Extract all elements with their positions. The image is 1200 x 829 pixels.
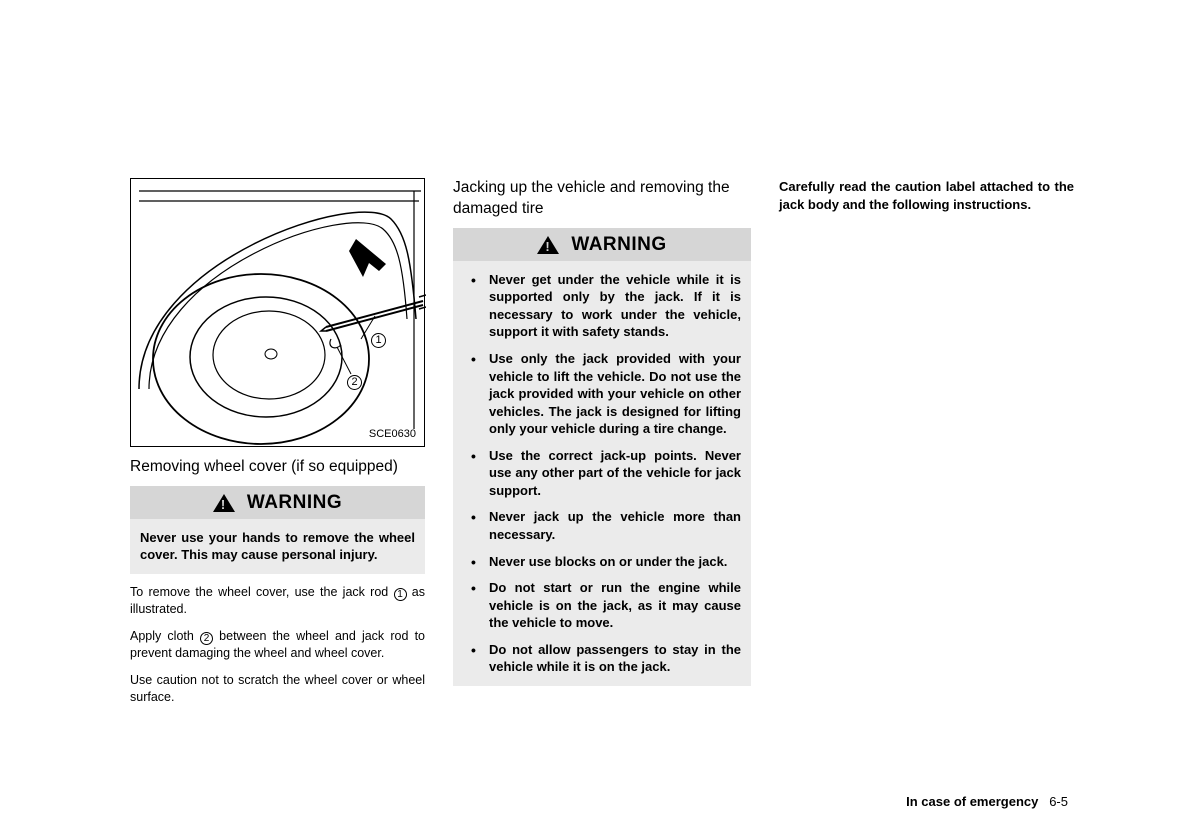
figure-id: SCE0630	[369, 428, 416, 440]
col3-para: Carefully read the caution label attache…	[779, 178, 1074, 213]
warning-item: Never get under the vehicle while it is …	[463, 271, 741, 341]
wheel-cover-figure: 1 2 SCE0630	[130, 178, 425, 447]
inline-callout-1: 1	[394, 588, 407, 601]
warning-item: Use the correct jack-up points. Never us…	[463, 447, 741, 500]
callout-1: 1	[371, 329, 386, 348]
warning-body-2: Never get under the vehicle while it is …	[453, 261, 751, 686]
column-1: 1 2 SCE0630 Removing wheel cover (if so …	[130, 178, 425, 706]
warning-item: Never jack up the vehicle more than nece…	[463, 508, 741, 543]
col1-para-1: To remove the wheel cover, use the jack …	[130, 584, 425, 618]
manual-page: 1 2 SCE0630 Removing wheel cover (if so …	[130, 178, 1070, 706]
warning-item: Use only the jack provided with your veh…	[463, 350, 741, 438]
warning-header-2: WARNING	[453, 228, 751, 261]
column-3: Carefully read the caution label attache…	[779, 178, 1074, 706]
warning-triangle-icon	[213, 494, 235, 512]
col1-para-3: Use caution not to scratch the wheel cov…	[130, 672, 425, 706]
warning-box-2: WARNING Never get under the vehicle whil…	[453, 228, 751, 686]
col1-para2-a: Apply cloth	[130, 629, 200, 643]
page-footer: In case of emergency 6-5	[906, 794, 1068, 809]
warning-item: Do not start or run the engine while veh…	[463, 579, 741, 632]
col1-para1-a: To remove the wheel cover, use the jack …	[130, 585, 394, 599]
warning-header-1: WARNING	[130, 486, 425, 519]
footer-section: In case of emergency	[906, 794, 1038, 809]
warning-list: Never get under the vehicle while it is …	[463, 271, 741, 676]
warning-triangle-icon	[537, 236, 559, 254]
warning-body-1: Never use your hands to remove the wheel…	[130, 519, 425, 574]
col1-subheading: Removing wheel cover (if so equipped)	[130, 457, 425, 478]
warning-box-1: WARNING Never use your hands to remove t…	[130, 486, 425, 574]
col2-subheading: Jacking up the vehicle and removing the …	[453, 178, 751, 220]
col1-para-2: Apply cloth 2 between the wheel and jack…	[130, 628, 425, 662]
warning-title-2: WARNING	[571, 234, 666, 256]
footer-page: 6-5	[1049, 794, 1068, 809]
column-2: Jacking up the vehicle and removing the …	[453, 178, 751, 706]
inline-callout-2: 2	[200, 632, 213, 645]
warning-title-1: WARNING	[247, 492, 342, 514]
callout-2: 2	[347, 371, 362, 390]
warning-item: Do not allow passengers to stay in the v…	[463, 641, 741, 676]
wheel-illustration	[131, 179, 426, 448]
warning-item: Never use blocks on or under the jack.	[463, 553, 741, 571]
